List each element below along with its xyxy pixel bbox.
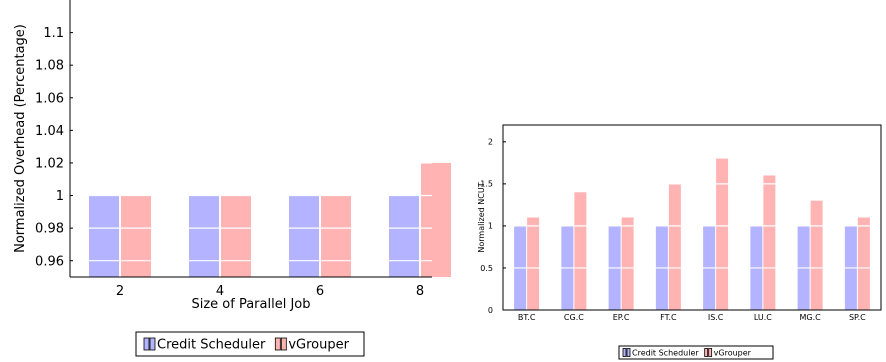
x-tick-label: EP.C (613, 313, 630, 322)
legend-swatch-vgrouper (280, 337, 287, 351)
bar-vgrouper-spc (857, 217, 870, 310)
x-tick-label: MG.C (800, 313, 822, 322)
legend-swatch-credit (626, 348, 631, 357)
overhead-chart: 2 4 6 8 0.96 0.98 1 1.02 1.04 1.06 1.08 1.1 Size of … (13, 0, 451, 357)
y-tick-label: 0.96 (35, 254, 64, 269)
y-axis-label: Normalized Overhead (Percentage) (13, 24, 28, 253)
y-tick-label: 1.1 (43, 26, 64, 41)
x-tick-label: LU.C (754, 313, 772, 322)
y-tick-label: 0.98 (35, 222, 64, 237)
bar-vgrouper-isc (716, 158, 729, 310)
bar-vgrouper-2 (121, 195, 151, 277)
legend-label-credit: Credit Scheduler (157, 338, 266, 353)
bar-credit-6 (289, 195, 319, 277)
bar-vgrouper-4 (221, 195, 251, 277)
legend-swatch-credit (149, 337, 156, 351)
legend: Credit Scheduler vGrouper (135, 331, 365, 357)
bar-vgrouper-8 (421, 162, 451, 277)
y-tick-label: 1 (56, 189, 64, 204)
x-tick-label: 2 (116, 284, 124, 299)
legend: Credit Scheduler vGrouper (618, 345, 774, 360)
x-axis-label: Size of Parallel Job (191, 297, 310, 312)
legend-swatch-credit (622, 348, 627, 357)
legend-label-vgrouper: vGrouper (288, 338, 349, 353)
x-tick-label: 6 (316, 284, 324, 299)
bar-vgrouper-ftc (668, 183, 681, 310)
bar-vgrouper-6 (321, 195, 351, 277)
y-tick-label: 1.02 (35, 156, 64, 171)
y-tick-label: 2 (488, 138, 493, 147)
legend-swatch-vgrouper (274, 337, 281, 351)
bar-vgrouper-cgc (574, 192, 587, 310)
legend-label-vgrouper: vGrouper (714, 348, 752, 357)
bar-vgrouper-luc (763, 175, 776, 310)
x-tick-label: SP.C (849, 313, 866, 322)
y-tick-label: 1.08 (35, 59, 64, 74)
y-tick-label: 0.5 (480, 264, 493, 273)
x-tick-label: 4 (216, 284, 224, 299)
x-tick-label: CG.C (564, 313, 584, 322)
ncut-chart: BT.C CG.C EP.C FT.C IS.C LU.C MG.C SP.C 0 0.5 1 1.5… (477, 124, 882, 360)
y-tick-label: 1.5 (480, 180, 493, 189)
bar-vgrouper-mgc (810, 200, 823, 310)
legend-swatch-vgrouper (708, 348, 713, 357)
legend-swatch-credit (143, 337, 150, 351)
y-tick-label: 1.04 (35, 124, 64, 139)
bar-credit-2 (89, 195, 119, 277)
x-tick-label: 8 (416, 284, 424, 299)
x-tick-label: IS.C (708, 313, 724, 322)
bar-vgrouper-btc (527, 217, 540, 310)
bar-vgrouper-epc (621, 217, 634, 310)
legend-swatch-vgrouper (704, 348, 709, 357)
plot-frame (502, 124, 882, 311)
bar-credit-4 (189, 195, 219, 277)
legend-label-credit: Credit Scheduler (632, 348, 699, 357)
x-tick-label: BT.C (518, 313, 536, 322)
y-axis-label: Normalized NCUT (477, 182, 486, 252)
y-tick-label: 1.06 (35, 91, 64, 106)
y-tick-label: 0 (488, 306, 493, 315)
bar-credit-8 (389, 195, 419, 277)
legend-box (618, 345, 774, 360)
x-tick-label: FT.C (660, 313, 677, 322)
y-tick-label: 1 (488, 222, 493, 231)
legend-box (135, 331, 365, 357)
